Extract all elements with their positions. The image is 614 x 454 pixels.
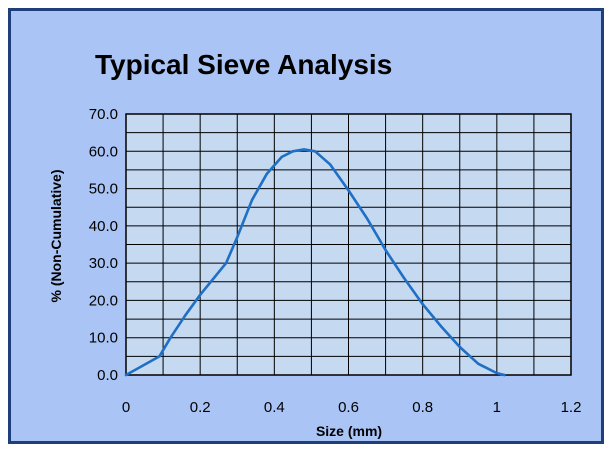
x-tick-label: 0 [122,399,130,416]
chart-title: Typical Sieve Analysis [95,49,392,80]
data-point [265,172,269,175]
data-point [124,373,128,377]
x-tick-label: 0.2 [190,399,211,416]
y-tick-label: 10.0 [89,330,118,347]
data-point [365,217,369,220]
data-point [458,345,461,349]
y-tick-label: 70.0 [89,106,118,123]
y-tick-label: 60.0 [89,143,118,160]
series-line-0 [124,148,506,377]
series-layer [124,148,506,377]
y-tick-label: 0.0 [97,367,118,384]
x-tick-label: 0.4 [264,399,285,416]
data-point [224,261,228,265]
x-tick-label: 0.6 [338,399,359,416]
y-tick-label: 50.0 [89,181,118,198]
x-axis-ticks: 0 0.2 0.4 0.6 0.8 1 1.2 [122,399,582,416]
data-point [169,336,172,339]
data-point [302,148,306,151]
x-tick-label: 0.8 [412,399,433,416]
data-point [384,248,387,252]
data-point [495,371,499,375]
y-axis-title: % (Non-Cumulative) [48,170,64,303]
data-point [421,302,424,306]
data-point [347,189,350,192]
data-point [313,150,317,153]
y-tick-label: 20.0 [89,292,118,309]
data-point [198,293,202,297]
x-axis-title: Size (mm) [316,423,382,439]
data-point [477,362,480,366]
data-point [158,355,161,358]
data-point [402,276,406,280]
data-point [328,163,332,166]
x-tick-label: 1.2 [561,399,582,416]
data-point [503,373,506,377]
data-point [291,150,295,153]
x-tick-label: 1 [493,399,501,416]
y-axis-ticks: 0.0 10.0 20.0 30.0 40.0 50.0 60.0 70.0 [89,106,118,384]
y-tick-label: 40.0 [89,218,118,235]
y-tick-label: 30.0 [89,255,118,272]
data-point [184,314,187,317]
data-point [236,235,239,239]
data-point [250,198,254,201]
data-point [280,155,283,159]
data-point [440,325,443,328]
gridlines [125,113,572,376]
